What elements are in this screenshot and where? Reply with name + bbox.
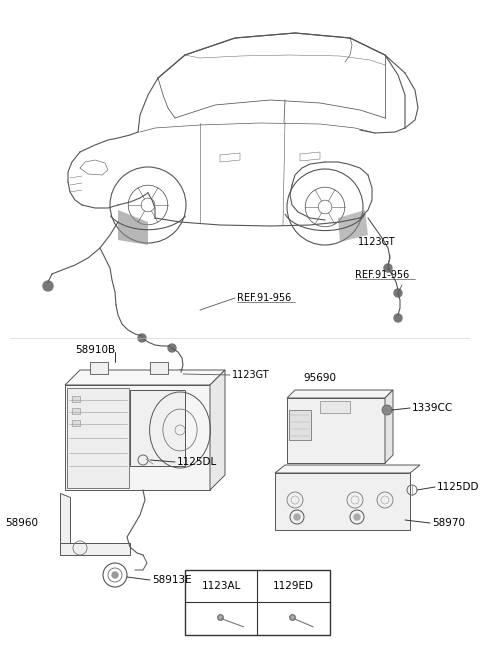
Polygon shape: [275, 465, 420, 473]
FancyBboxPatch shape: [65, 385, 210, 490]
FancyBboxPatch shape: [67, 388, 129, 488]
Text: 1339CC: 1339CC: [412, 403, 453, 413]
Circle shape: [112, 572, 118, 578]
Circle shape: [354, 514, 360, 520]
FancyBboxPatch shape: [320, 401, 350, 413]
Text: 95690: 95690: [303, 373, 336, 383]
Polygon shape: [118, 210, 148, 245]
Circle shape: [177, 370, 185, 378]
Polygon shape: [210, 370, 225, 490]
Circle shape: [394, 289, 402, 297]
Circle shape: [43, 281, 53, 291]
FancyBboxPatch shape: [72, 420, 80, 426]
FancyBboxPatch shape: [150, 362, 168, 374]
Text: 1123AL: 1123AL: [202, 581, 241, 591]
Text: 1125DD: 1125DD: [437, 482, 480, 492]
Text: REF.91-956: REF.91-956: [237, 293, 291, 303]
FancyBboxPatch shape: [287, 398, 385, 463]
Circle shape: [382, 405, 392, 415]
Text: 58910B: 58910B: [75, 345, 115, 355]
FancyBboxPatch shape: [185, 570, 330, 635]
Polygon shape: [338, 210, 368, 242]
FancyBboxPatch shape: [72, 396, 80, 402]
Text: 58960: 58960: [5, 518, 38, 528]
Text: 58913E: 58913E: [152, 575, 192, 585]
FancyBboxPatch shape: [275, 473, 410, 530]
Circle shape: [294, 514, 300, 520]
Circle shape: [384, 264, 392, 272]
FancyBboxPatch shape: [289, 410, 311, 440]
FancyBboxPatch shape: [90, 362, 108, 374]
FancyBboxPatch shape: [130, 390, 185, 466]
Polygon shape: [60, 543, 130, 555]
Polygon shape: [65, 370, 225, 385]
Polygon shape: [60, 493, 110, 553]
Polygon shape: [287, 390, 393, 398]
Text: REF.91-956: REF.91-956: [355, 270, 409, 280]
Polygon shape: [385, 390, 393, 463]
Text: 1129ED: 1129ED: [273, 581, 314, 591]
Circle shape: [138, 334, 146, 342]
FancyBboxPatch shape: [72, 408, 80, 414]
Text: 58970: 58970: [432, 518, 465, 528]
Circle shape: [168, 344, 176, 352]
Text: 1123GT: 1123GT: [232, 370, 270, 380]
Text: 1123GT: 1123GT: [358, 237, 396, 247]
Circle shape: [394, 314, 402, 322]
Text: 1125DL: 1125DL: [177, 457, 217, 467]
